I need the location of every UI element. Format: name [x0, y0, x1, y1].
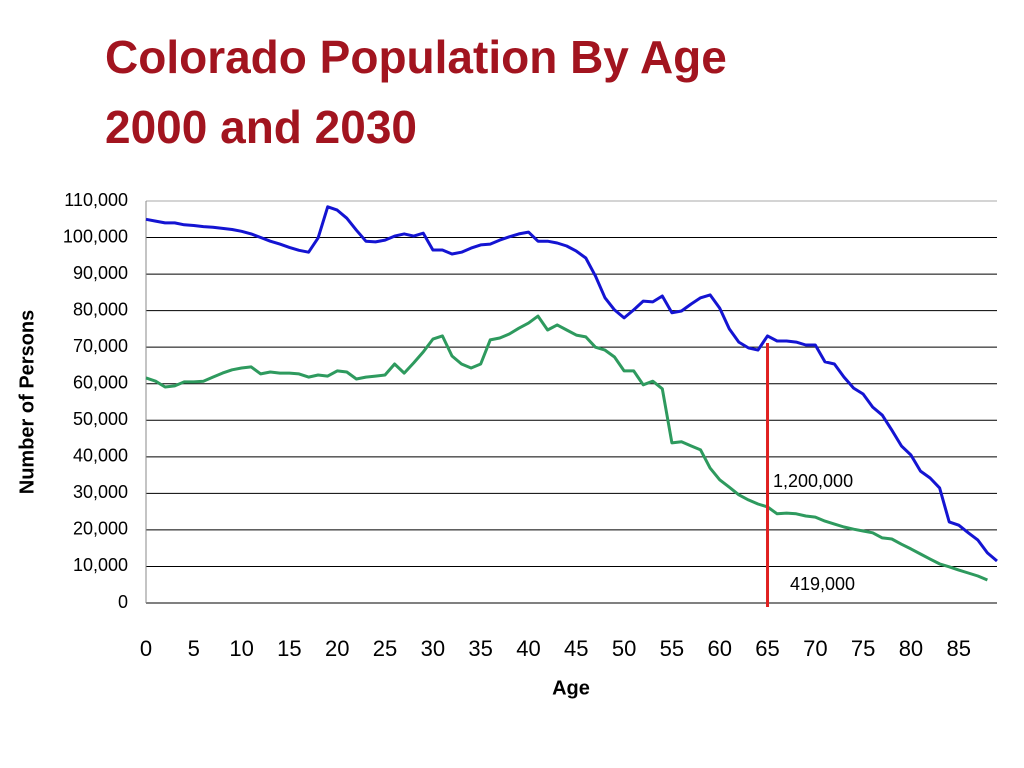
x-tick-label: 15: [277, 636, 301, 661]
annotation: 419,000: [790, 574, 855, 594]
y-tick-label: 40,000: [73, 446, 128, 466]
chart-subtitle: 2000 and 2030: [105, 101, 417, 153]
y-axis-label: Number of Persons: [16, 310, 38, 494]
x-tick-label: 45: [564, 636, 588, 661]
x-tick-label: 70: [803, 636, 827, 661]
chart-title: Colorado Population By Age: [105, 31, 727, 83]
y-tick-label: 70,000: [73, 336, 128, 356]
y-tick-label: 90,000: [73, 263, 128, 283]
x-tick-label: 40: [516, 636, 540, 661]
x-tick-label: 20: [325, 636, 349, 661]
y-tick-label: 0: [118, 592, 128, 612]
y-tick-label: 80,000: [73, 299, 128, 319]
x-axis-label: Age: [552, 677, 590, 699]
line-series: [145, 314, 988, 582]
y-tick-label: 100,000: [63, 226, 128, 246]
y-tick-label: 60,000: [73, 372, 128, 392]
x-tick-label: 5: [188, 636, 200, 661]
x-tick-label: 30: [421, 636, 445, 661]
x-tick-label: 50: [612, 636, 636, 661]
x-tick-label: 35: [468, 636, 492, 661]
y-tick-label: 110,000: [64, 190, 128, 210]
y-tick-label: 20,000: [73, 519, 128, 539]
x-tick-label: 25: [373, 636, 397, 661]
x-tick-label: 65: [755, 636, 779, 661]
y-tick-label: 50,000: [73, 409, 128, 429]
x-tick-label: 60: [707, 636, 731, 661]
x-tick-label: 80: [899, 636, 923, 661]
annotation: 1,200,000: [773, 471, 853, 491]
x-tick-label: 55: [660, 636, 684, 661]
x-tick-label: 85: [947, 636, 971, 661]
y-tick-label: 10,000: [73, 555, 128, 575]
y-tick-label: 30,000: [73, 482, 128, 502]
x-tick-label: 0: [140, 636, 152, 661]
line-series: [145, 205, 998, 563]
x-tick-label: 75: [851, 636, 875, 661]
x-tick-label: 10: [229, 636, 253, 661]
